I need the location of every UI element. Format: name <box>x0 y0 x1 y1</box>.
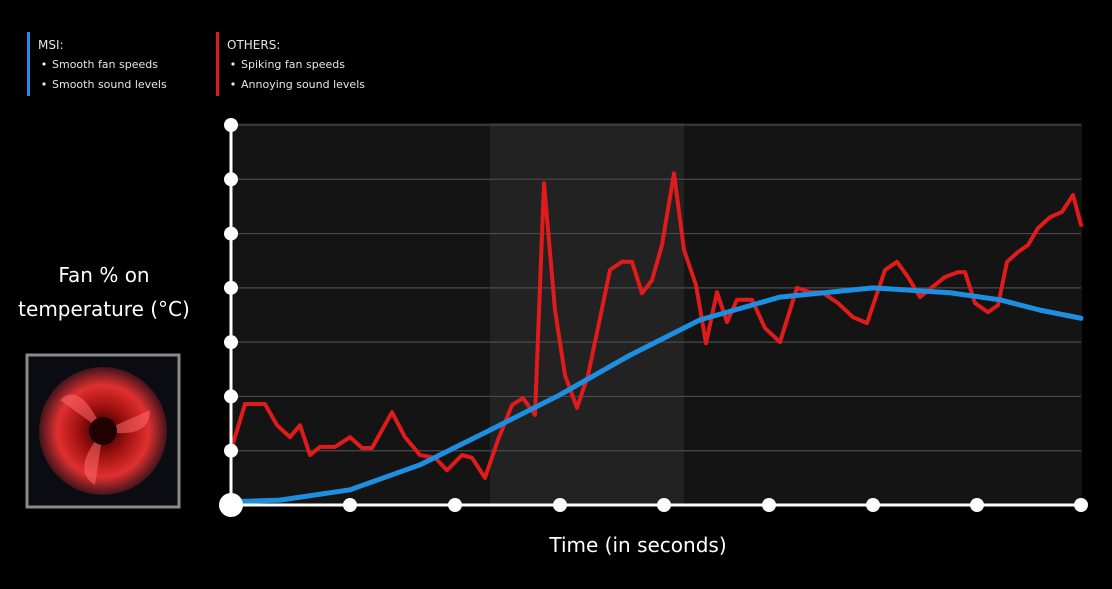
x-tick <box>970 498 984 512</box>
y-tick <box>224 443 238 458</box>
x-tick <box>762 498 776 512</box>
legend-bullet <box>42 62 46 66</box>
legend-title: OTHERS: <box>227 38 280 52</box>
legend-item: Smooth sound levels <box>52 78 167 91</box>
x-tick <box>219 493 243 517</box>
legend-item: Spiking fan speeds <box>241 58 345 71</box>
legend-bullet <box>42 82 46 86</box>
y-tick <box>224 118 238 132</box>
y-tick <box>224 280 238 295</box>
legend-title: MSI: <box>38 38 64 52</box>
legend-swatch <box>27 32 30 96</box>
highlight-band <box>490 123 684 505</box>
y-tick <box>224 172 238 187</box>
x-axis-label: Time (in seconds) <box>548 533 726 557</box>
x-tick <box>866 498 880 512</box>
legend-item: Annoying sound levels <box>241 78 365 91</box>
y-axis-label: Fan % on temperature (°C) <box>18 263 190 321</box>
x-tick <box>448 498 462 512</box>
series-line <box>228 285 1084 505</box>
y-tick <box>224 389 238 404</box>
legend-bullet <box>231 82 235 86</box>
series-line <box>229 171 1083 480</box>
x-tick <box>657 498 671 512</box>
y-tick <box>224 226 238 241</box>
legend-bullet <box>231 62 235 66</box>
x-tick <box>1074 498 1088 512</box>
fan-image <box>25 353 181 509</box>
x-tick <box>553 498 567 512</box>
y-tick <box>224 335 238 350</box>
legend-item: Smooth fan speeds <box>52 58 158 71</box>
x-tick <box>343 498 357 512</box>
legend-swatch <box>216 32 219 96</box>
